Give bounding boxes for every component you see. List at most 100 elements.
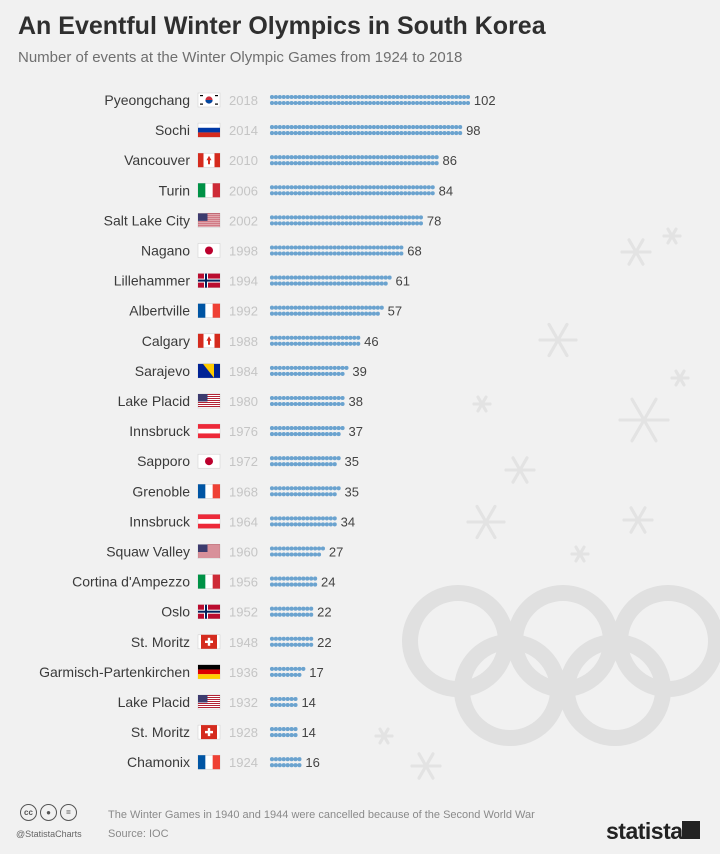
- event-dot: [289, 185, 294, 190]
- event-dot: [379, 191, 384, 196]
- event-dot: [328, 335, 333, 340]
- event-dot: [399, 245, 404, 250]
- event-dot: [340, 305, 345, 310]
- event-dot: [289, 275, 294, 280]
- event-dot: [434, 125, 439, 130]
- event-dot: [430, 100, 435, 106]
- event-dot: [309, 311, 314, 316]
- event-dot: [395, 221, 400, 226]
- event-dot: [364, 251, 369, 256]
- event-dot: [273, 552, 278, 557]
- event-dot: [273, 702, 278, 708]
- event-dot: [273, 191, 278, 196]
- event-dot: [301, 462, 306, 467]
- event-dot: [454, 100, 459, 106]
- event-dot: [269, 131, 275, 136]
- event-dot: [348, 275, 353, 280]
- event-dot: [344, 305, 349, 310]
- event-dot: [293, 245, 298, 250]
- chart-row: Calgary 1988 46: [142, 333, 379, 349]
- chart-row: Squaw Valley 1960 27: [106, 544, 343, 560]
- event-dot: [269, 365, 275, 370]
- event-dot: [383, 191, 388, 196]
- event-dot: [269, 666, 275, 671]
- event-dot: [407, 191, 412, 196]
- event-dot: [320, 161, 326, 166]
- event-dot: [434, 131, 439, 136]
- event-dot: [348, 305, 353, 310]
- event-dot: [269, 221, 275, 226]
- event-dot: [324, 221, 329, 226]
- event-dot: [301, 636, 306, 641]
- event-dot: [277, 191, 282, 196]
- event-dot: [297, 546, 302, 551]
- event-dot: [426, 161, 431, 166]
- event-dot: [277, 486, 282, 491]
- event-dot: [364, 155, 369, 160]
- event-dot: [364, 94, 369, 100]
- event-dot: [269, 522, 275, 527]
- event-dot: [273, 245, 278, 250]
- event-dot: [367, 94, 373, 100]
- host-city-label: Pyeongchang: [104, 92, 190, 108]
- event-dot: [418, 125, 424, 130]
- event-dot: [289, 221, 294, 226]
- year-label: 2018: [229, 93, 258, 108]
- event-dot: [328, 245, 333, 250]
- event-dot: [367, 245, 373, 250]
- event-dot: [277, 757, 282, 762]
- event-dot: [285, 546, 290, 551]
- event-dot: [320, 516, 326, 521]
- event-dot: [301, 215, 306, 220]
- event-dot: [285, 642, 290, 647]
- bosnia-flag-icon: [197, 363, 221, 379]
- event-dot: [356, 251, 361, 256]
- event-dot: [297, 371, 302, 376]
- event-dot: [277, 432, 282, 437]
- event-dot: [313, 365, 318, 370]
- event-dot: [273, 696, 278, 702]
- event-dot: [309, 432, 314, 437]
- event-dot: [336, 161, 341, 166]
- event-dot: [328, 522, 333, 527]
- event-dot: [289, 492, 294, 497]
- event-dot: [340, 341, 345, 346]
- event-dot: [407, 125, 412, 130]
- event-dot: [277, 516, 282, 521]
- south-korea-flag-icon: [197, 92, 221, 108]
- event-dot: [383, 251, 388, 256]
- event-dot: [360, 185, 365, 190]
- event-dot: [367, 155, 373, 160]
- event-dot: [399, 94, 404, 100]
- host-city-label: Innsbruck: [129, 423, 191, 439]
- event-dot: [277, 245, 282, 250]
- event-dot: [313, 281, 318, 286]
- chart-row: Sochi 2014 98: [155, 122, 481, 138]
- event-dot: [273, 281, 278, 286]
- event-dot: [289, 576, 294, 581]
- event-dot: [313, 275, 318, 280]
- chart-row: Chamonix 1924 16: [127, 754, 320, 770]
- event-dot: [387, 125, 392, 130]
- event-dot: [309, 462, 314, 467]
- event-dot: [313, 125, 318, 130]
- year-label: 1992: [229, 304, 258, 319]
- event-dot: [285, 636, 290, 641]
- event-dot: [297, 612, 302, 617]
- event-dot: [293, 161, 298, 166]
- event-dot: [273, 642, 278, 647]
- event-dot: [285, 727, 290, 732]
- event-dot: [273, 546, 278, 551]
- event-dot: [324, 191, 329, 196]
- event-dot: [285, 161, 290, 166]
- event-dot: [434, 155, 439, 160]
- norway-flag-icon: [197, 273, 221, 288]
- event-dot: [301, 426, 306, 431]
- event-dot: [289, 335, 294, 340]
- event-dot: [273, 341, 278, 346]
- event-dot: [297, 432, 302, 437]
- event-dot: [320, 395, 326, 401]
- event-dot: [352, 221, 357, 226]
- event-dot: [352, 161, 357, 166]
- event-dot: [293, 251, 298, 256]
